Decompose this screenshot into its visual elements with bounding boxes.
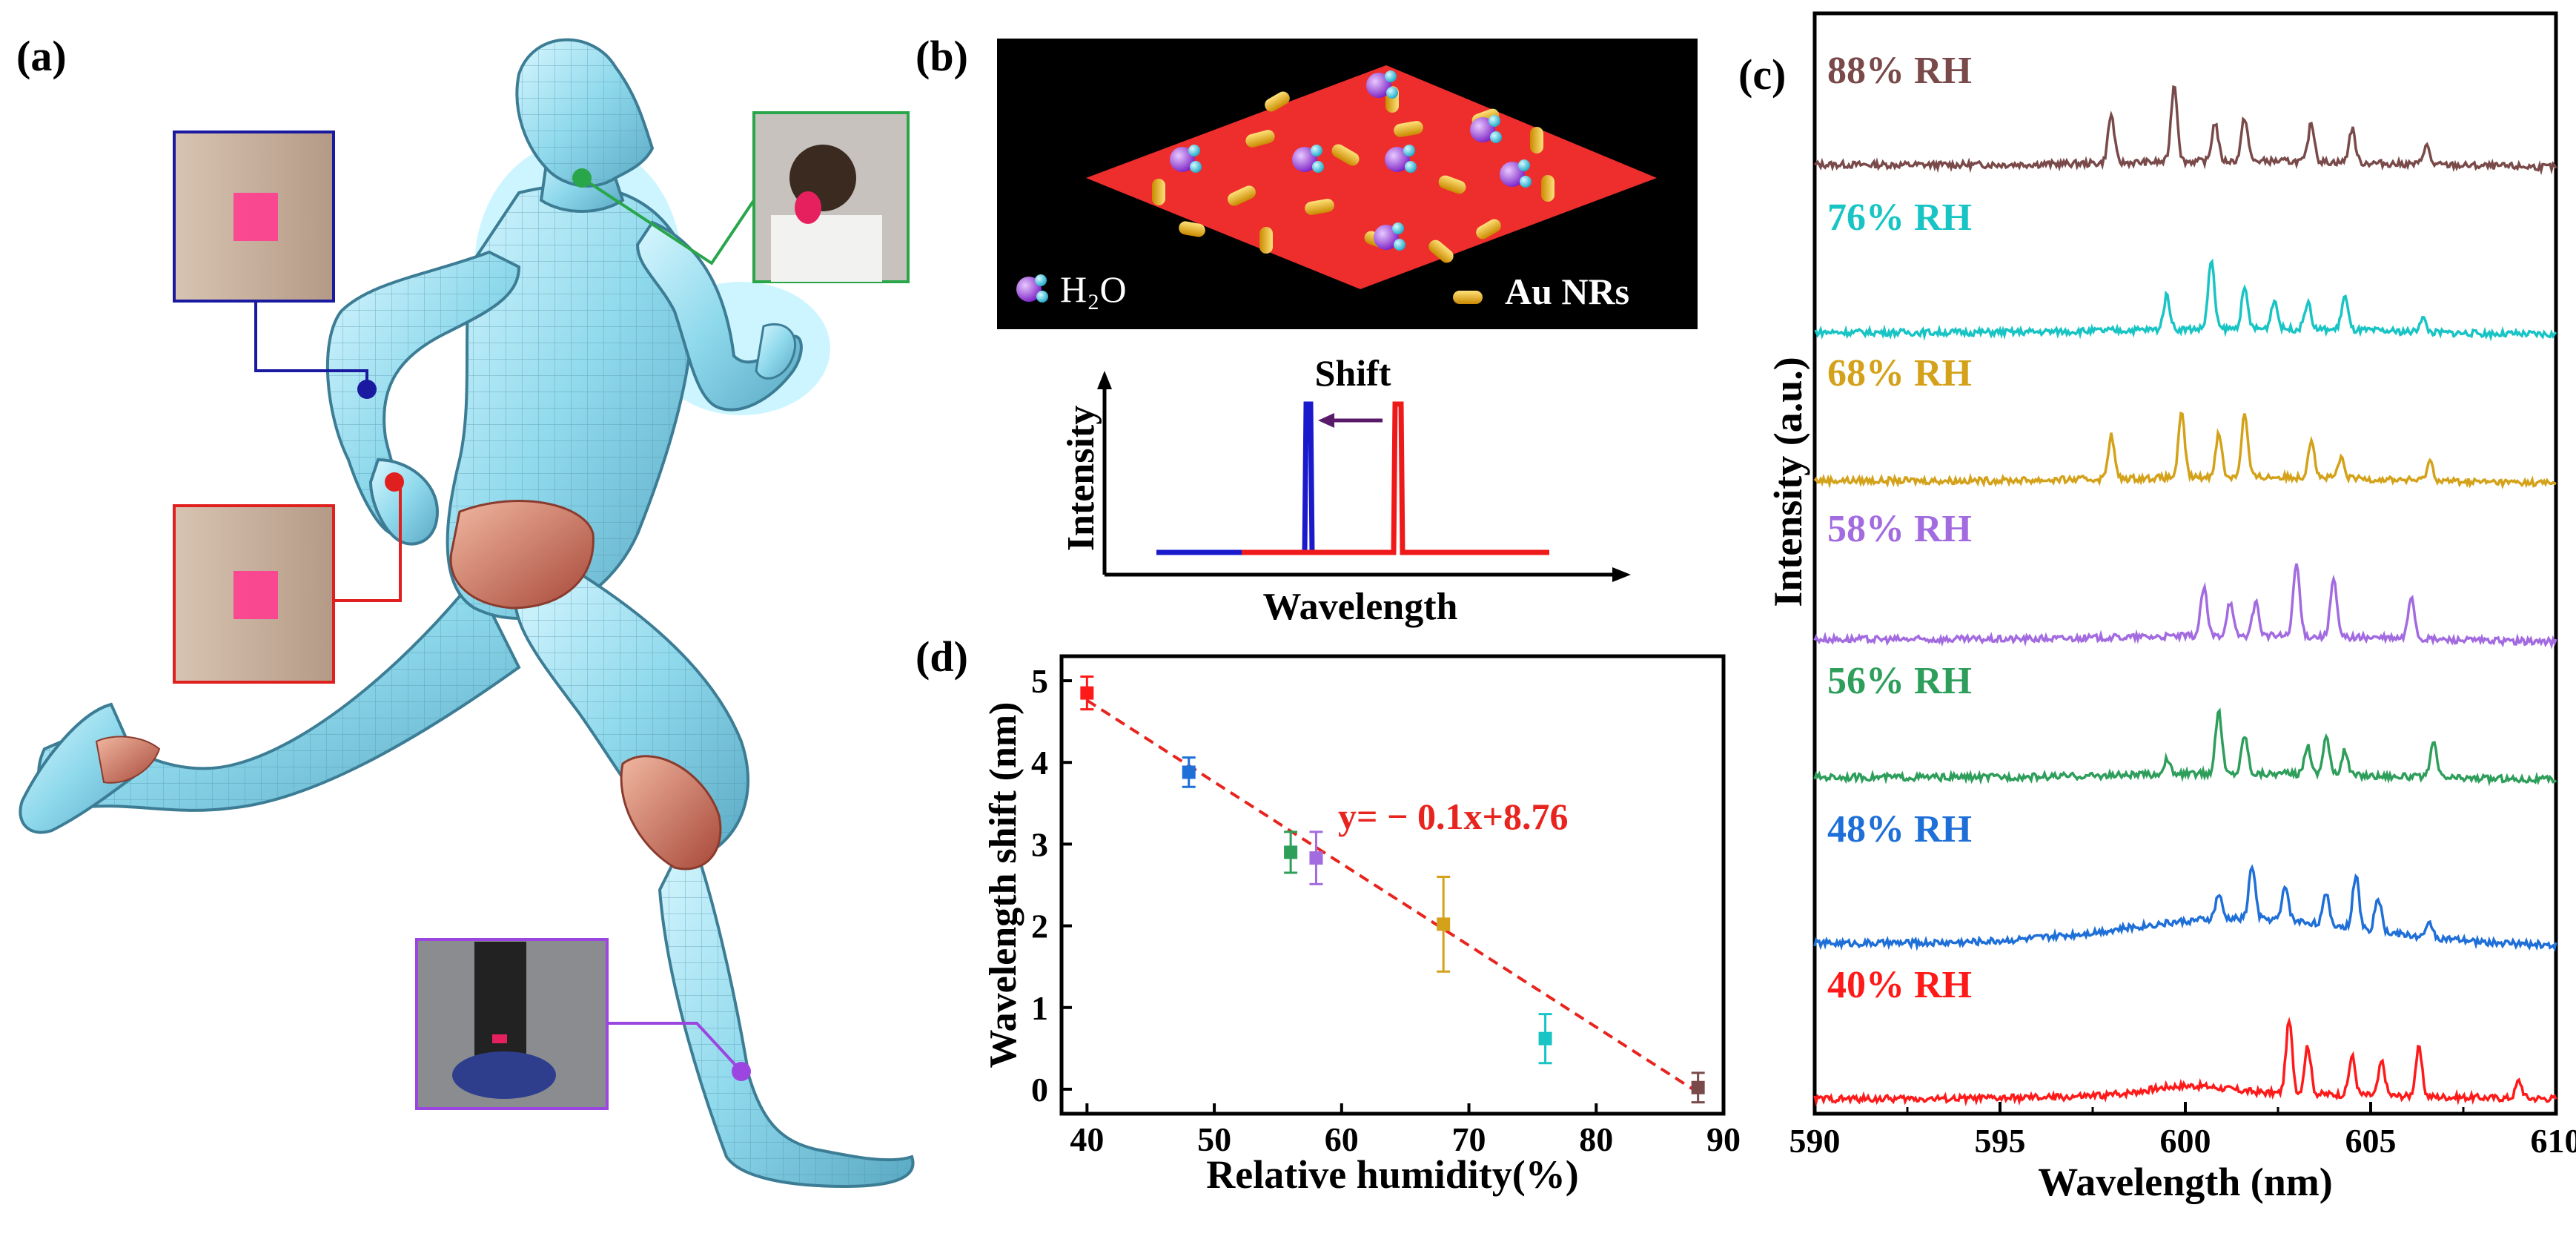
sensor-pad (234, 571, 278, 619)
series-label: 76% RH (1827, 196, 1972, 239)
y-axis-label: Intensity (a.u.) (1766, 357, 1810, 607)
series-label: 56% RH (1827, 660, 1972, 702)
spectrum-line (1813, 563, 2557, 650)
shift-schematic-plot: Shift Wavelength Intensity (1060, 352, 1631, 628)
legend-h2o: H₂O (1016, 268, 1127, 310)
fit-line (1086, 698, 1699, 1094)
schematic-xlabel: Wavelength (1263, 586, 1458, 628)
panel-b-schematic: H₂O Au NRs (997, 39, 1698, 329)
running-human-illustration (19, 38, 915, 1189)
y-tick-label: 1 (1031, 989, 1048, 1027)
x-tick-label: 610 (2531, 1122, 2576, 1160)
y-tick-label: 5 (1031, 662, 1048, 700)
spectrum-line (1813, 707, 2557, 787)
data-point (1437, 917, 1451, 931)
shift-arrow (1318, 413, 1334, 428)
panel-label-d: (d) (915, 632, 968, 681)
legend-h2o-label: H₂O (1060, 268, 1127, 310)
callout-ankle (415, 938, 751, 1110)
spectrum-line (1813, 411, 2557, 490)
callout-wrist (173, 472, 404, 684)
x-axis-label: Relative humidity(%) (1206, 1152, 1578, 1197)
y-tick-label: 2 (1031, 908, 1048, 945)
water-molecules (1170, 70, 1532, 251)
callout-forearm (173, 131, 377, 399)
data-point (1080, 686, 1094, 700)
fit-equation: y= − 0.1x+8.76 (1338, 796, 1568, 837)
shift-vs-humidity-chart: 40 50 60 70 80 90 0 1 2 3 4 5 Relative humidity(%) Wa… (982, 654, 1741, 1197)
x-tick-label: 90 (1706, 1120, 1741, 1158)
spectra-chart: 590 595 600 605 610 Wavelength (nm) Intensity … (1766, 11, 2576, 1204)
shifted-peak (1156, 401, 1357, 555)
spectrum-line (1814, 258, 2557, 342)
panel-label-b: (b) (915, 32, 968, 80)
data-point (1284, 845, 1298, 859)
series-label: 88% RH (1827, 50, 1972, 92)
x-tick-label: 600 (2160, 1122, 2211, 1160)
plot-frame (1059, 654, 1726, 1116)
x-tick-label: 605 (2345, 1122, 2397, 1160)
x-tick-label: 60 (1325, 1120, 1359, 1158)
series-label: 48% RH (1827, 808, 1972, 850)
x-axis-label: Wavelength (nm) (2038, 1160, 2333, 1204)
data-point (1691, 1080, 1705, 1094)
series-label: 40% RH (1827, 964, 1972, 1006)
legend-au-label: Au NRs (1505, 271, 1629, 312)
data-point (1182, 765, 1196, 779)
panel-label-c: (c) (1738, 50, 1786, 99)
original-peak (1242, 401, 1549, 555)
plot-frame (1812, 11, 2558, 1116)
spectrum-line (1813, 864, 2557, 952)
spectrum-line (1813, 1017, 2557, 1107)
x-tick-label: 70 (1452, 1120, 1486, 1158)
schematic-ylabel: Intensity (1060, 406, 1102, 551)
y-tick-label: 4 (1031, 744, 1048, 782)
data-point (1538, 1031, 1552, 1046)
panel-label-a: (a) (16, 32, 67, 80)
legend-au: Au NRs (1453, 271, 1629, 312)
x-tick-label: 80 (1579, 1120, 1613, 1158)
series-label: 58% RH (1827, 508, 1972, 550)
sensor-pad (234, 193, 278, 241)
shift-label: Shift (1315, 352, 1391, 394)
spectrum-line (1813, 85, 2557, 176)
data-point (1309, 851, 1323, 865)
x-tick-label: 590 (1789, 1122, 1841, 1160)
y-tick-label: 0 (1031, 1071, 1048, 1109)
y-tick-label: 3 (1031, 825, 1048, 863)
x-tick-label: 50 (1197, 1120, 1231, 1158)
x-tick-label: 40 (1070, 1120, 1104, 1158)
y-axis-label: Wavelength shift (nm) (982, 702, 1024, 1068)
substrate (1086, 65, 1657, 289)
series-label: 68% RH (1827, 352, 1972, 394)
callout-neck (572, 111, 910, 283)
x-tick-label: 595 (1975, 1122, 2026, 1160)
